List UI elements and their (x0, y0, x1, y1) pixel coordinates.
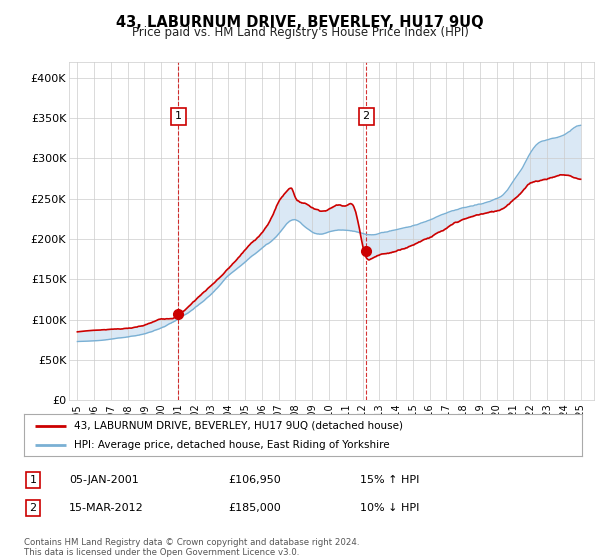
Text: Contains HM Land Registry data © Crown copyright and database right 2024.
This d: Contains HM Land Registry data © Crown c… (24, 538, 359, 557)
Text: 2: 2 (362, 111, 370, 122)
Text: HPI: Average price, detached house, East Riding of Yorkshire: HPI: Average price, detached house, East… (74, 440, 390, 450)
Text: 2: 2 (29, 503, 37, 513)
Text: Price paid vs. HM Land Registry's House Price Index (HPI): Price paid vs. HM Land Registry's House … (131, 26, 469, 39)
Text: 1: 1 (175, 111, 182, 122)
Text: 43, LABURNUM DRIVE, BEVERLEY, HU17 9UQ (detached house): 43, LABURNUM DRIVE, BEVERLEY, HU17 9UQ (… (74, 421, 403, 431)
Text: 1: 1 (29, 475, 37, 485)
Text: £106,950: £106,950 (228, 475, 281, 485)
Text: 10% ↓ HPI: 10% ↓ HPI (360, 503, 419, 513)
Text: £185,000: £185,000 (228, 503, 281, 513)
Text: 05-JAN-2001: 05-JAN-2001 (69, 475, 139, 485)
Text: 15-MAR-2012: 15-MAR-2012 (69, 503, 144, 513)
Text: 43, LABURNUM DRIVE, BEVERLEY, HU17 9UQ: 43, LABURNUM DRIVE, BEVERLEY, HU17 9UQ (116, 15, 484, 30)
Text: 15% ↑ HPI: 15% ↑ HPI (360, 475, 419, 485)
